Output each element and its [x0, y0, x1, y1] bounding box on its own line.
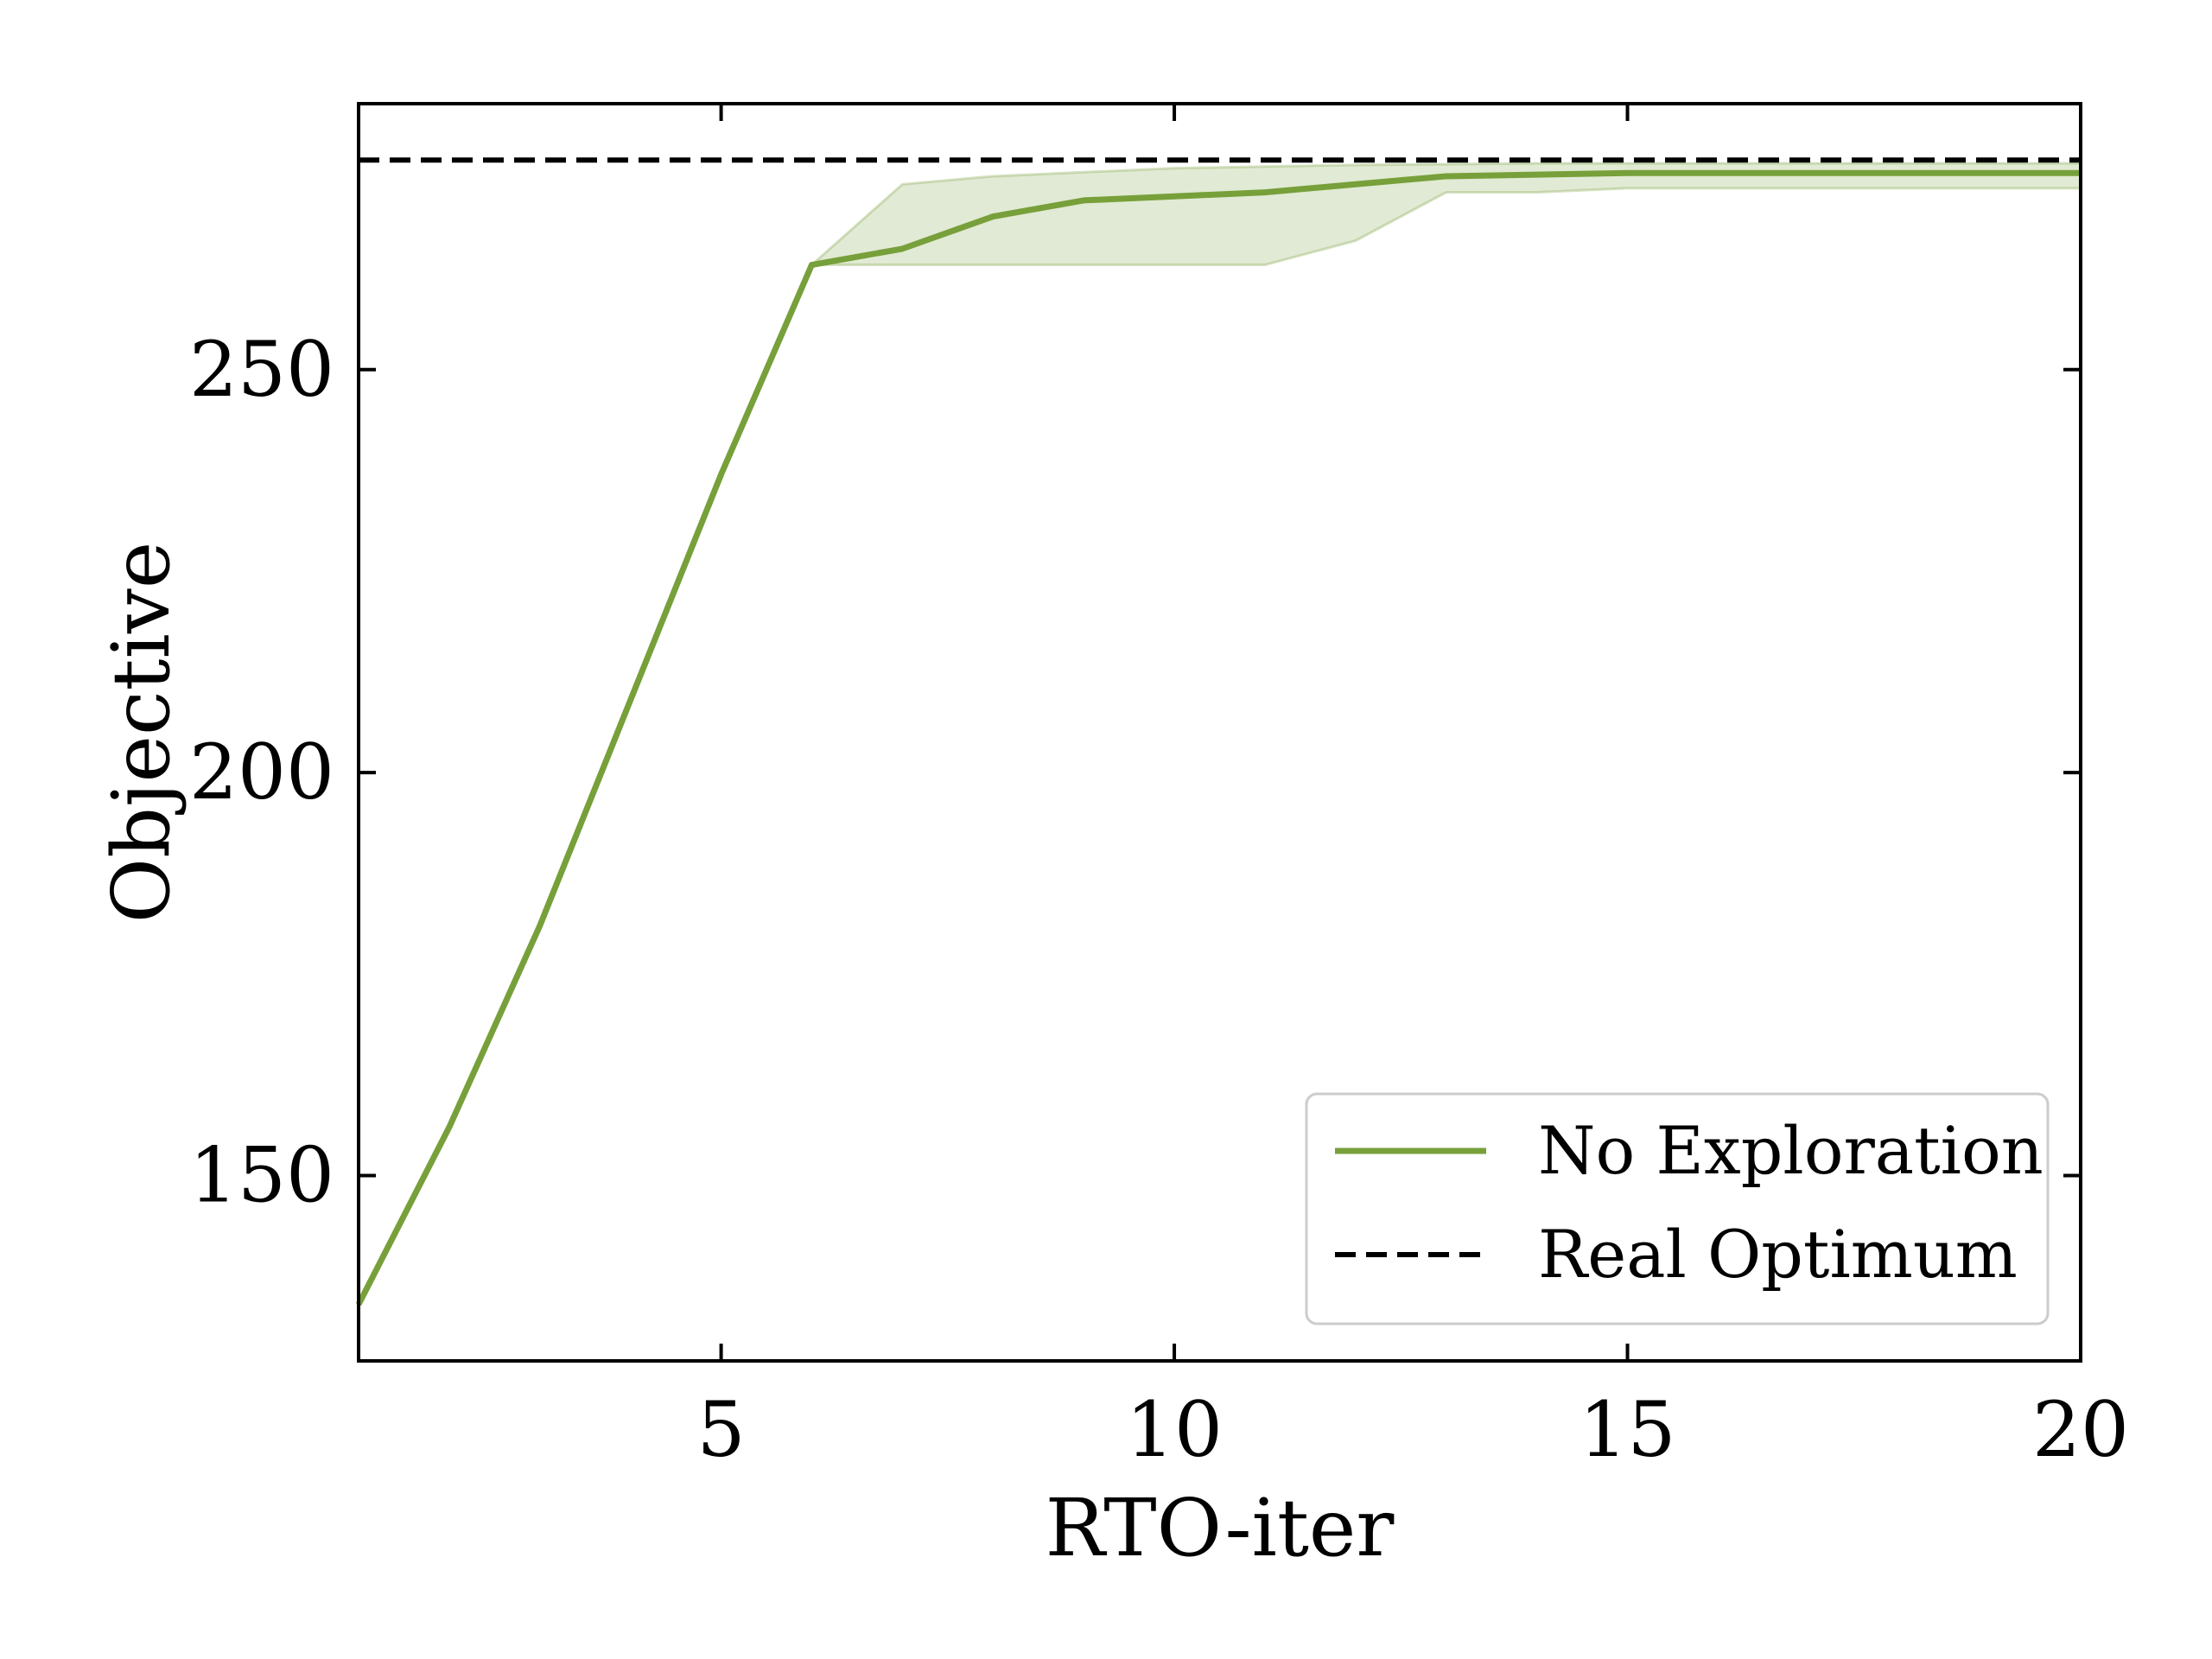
legend-label-no-exploration: No Exploration	[1538, 1112, 2044, 1189]
legend-box	[1305, 1092, 2050, 1325]
y-axis-label: Objective	[95, 542, 188, 924]
axes-frame	[357, 102, 2082, 1363]
x-tick-label: 20	[2032, 1385, 2129, 1474]
series-line-layer	[355, 157, 2081, 1306]
x-axis-label: RTO-iter	[1046, 1482, 1395, 1574]
x-tick-label: 15	[1580, 1385, 1676, 1474]
y-tick-label: 250	[189, 325, 334, 414]
x-tick-label: 10	[1126, 1385, 1223, 1474]
y-tick-label: 150	[189, 1130, 334, 1219]
legend: No Exploration Real Optimum	[1305, 1092, 2050, 1325]
legend-label-real-optimum: Real Optimum	[1538, 1216, 2018, 1293]
series-line-no-exploration	[355, 169, 2081, 1306]
tick-layer: 5 10 15 20 150 200 250	[189, 104, 2129, 1474]
y-tick-label: 200	[189, 728, 334, 817]
x-tick-label: 5	[697, 1385, 746, 1474]
